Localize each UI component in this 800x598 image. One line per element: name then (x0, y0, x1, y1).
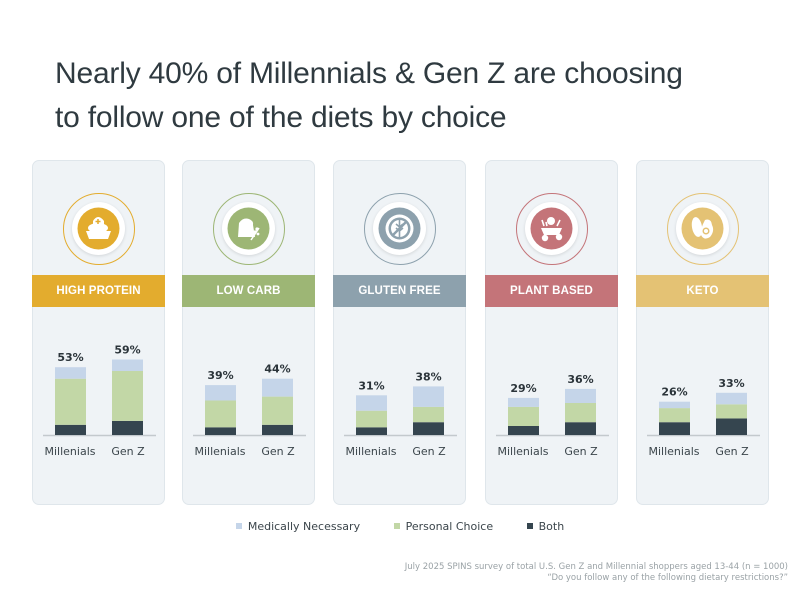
bar-segment-both (112, 420, 143, 435)
diet-label: KETO (636, 275, 769, 307)
legend-swatch (235, 523, 242, 529)
x-tick-label: Millenials (45, 445, 96, 458)
bar-segment-personal-choice (508, 406, 539, 426)
diet-panel-low-carb: LOW CARB 39% Millenials 44% Gen Z (182, 160, 315, 505)
icon-ring (363, 193, 436, 265)
x-tick-label: Millenials (346, 445, 397, 458)
diet-panel-keto: KETO 26% Millenials 33% Gen Z (636, 160, 769, 505)
avocado-egg-icon (681, 207, 723, 250)
bar-segment-both (356, 427, 387, 435)
diet-label: GLUTEN FREE (333, 275, 466, 307)
bar-segment-medically-necessary (205, 385, 236, 401)
bar-segment-personal-choice (716, 404, 747, 419)
no-gluten-icon (378, 207, 420, 250)
bar-segment-personal-choice (112, 371, 143, 421)
icon-ring (62, 193, 135, 265)
diet-panel-gluten-free: GLUTEN FREE 31% Millenials 38% Gen Z (333, 160, 466, 505)
bar-segment-both (716, 418, 747, 435)
title-line-2: to follow one of the diets by choice (55, 101, 507, 134)
bar-segment-medically-necessary (565, 388, 596, 403)
legend-item-medically-necessary: Medically Necessary (235, 520, 361, 533)
stacked-bar-chart: 31% Millenials 38% Gen Z (344, 370, 457, 458)
bar-segment-personal-choice (356, 410, 387, 428)
source-note: July 2025 SPINS survey of total U.S. Gen… (405, 562, 788, 584)
stacked-bar-chart: 26% Millenials 33% Gen Z (647, 377, 760, 458)
legend-label: Medically Necessary (247, 520, 361, 533)
bar-total-label: 36% (567, 373, 593, 386)
stacked-bar-chart: 39% Millenials 44% Gen Z (193, 363, 306, 458)
bar-segment-personal-choice (262, 396, 293, 425)
x-tick-label: Millenials (498, 445, 549, 458)
stacked-bar-chart: 29% Millenials 36% Gen Z (496, 373, 609, 458)
x-tick-label: Gen Z (261, 445, 295, 458)
bar-segment-both (205, 427, 236, 435)
bar-segment-personal-choice (205, 400, 236, 428)
vegetable-cart-icon (530, 207, 572, 250)
icon-ring (666, 193, 739, 265)
diet-label: HIGH PROTEIN (32, 275, 165, 307)
diet-label: PLANT BASED (485, 275, 618, 307)
bar-segment-personal-choice (659, 408, 690, 423)
bar-total-label: 53% (57, 351, 83, 364)
bar-segment-medically-necessary (413, 386, 444, 407)
x-tick-label: Millenials (195, 445, 246, 458)
x-tick-label: Gen Z (111, 445, 145, 458)
x-tick-label: Gen Z (715, 445, 749, 458)
legend-swatch (393, 523, 400, 529)
bar-segment-both (659, 422, 690, 435)
bar-total-label: 33% (718, 377, 744, 390)
bar-segment-both (413, 422, 444, 435)
source-note-line-1: July 2025 SPINS survey of total U.S. Gen… (404, 562, 788, 572)
bar-segment-medically-necessary (508, 397, 539, 407)
diet-panel-plant-based: PLANT BASED 29% Millenials 36% Gen Z (485, 160, 618, 505)
legend-item-both: Both (526, 520, 565, 533)
source-note-line-2: “Do you follow any of the following diet… (547, 573, 788, 583)
bar-segment-medically-necessary (659, 401, 690, 409)
icon-ring (515, 193, 588, 265)
bar-segment-both (508, 426, 539, 435)
title-line-1: Nearly 40% of Millennials & Gen Z are ch… (55, 57, 683, 90)
bar-segment-personal-choice (413, 406, 444, 423)
page-title: Nearly 40% of Millennials & Gen Z are ch… (55, 52, 775, 140)
bar-total-label: 59% (114, 344, 140, 357)
bar-segment-medically-necessary (55, 367, 86, 379)
bar-segment-medically-necessary (112, 359, 143, 371)
stacked-bar-chart: 53% Millenials 59% Gen Z (43, 344, 156, 458)
protein-bowl-icon (77, 207, 119, 250)
bar-segment-both (55, 424, 86, 435)
diet-panel-high-protein: HIGH PROTEIN 53% Millenials 59% Gen Z (32, 160, 165, 505)
chart-legend: Medically Necessary Personal Choice Both (0, 520, 800, 533)
legend-swatch (526, 523, 533, 529)
x-tick-label: Gen Z (564, 445, 598, 458)
diet-label: LOW CARB (182, 275, 315, 307)
flour-sack-wheat-icon (227, 207, 269, 250)
bar-total-label: 44% (264, 363, 290, 376)
bar-total-label: 39% (207, 369, 233, 382)
bar-segment-personal-choice (565, 403, 596, 423)
legend-item-personal-choice: Personal Choice (393, 520, 494, 533)
bar-total-label: 38% (415, 370, 441, 383)
bar-segment-personal-choice (55, 378, 86, 425)
bar-total-label: 29% (510, 382, 536, 395)
icon-ring (212, 193, 285, 265)
bar-segment-both (262, 424, 293, 435)
bar-total-label: 31% (358, 379, 384, 392)
legend-label: Personal Choice (405, 520, 494, 533)
bar-segment-both (565, 422, 596, 435)
bar-segment-medically-necessary (716, 392, 747, 405)
bar-total-label: 26% (661, 386, 687, 399)
bar-segment-medically-necessary (262, 378, 293, 397)
x-tick-label: Millenials (649, 445, 700, 458)
x-tick-label: Gen Z (412, 445, 446, 458)
bar-segment-medically-necessary (356, 395, 387, 411)
legend-label: Both (538, 520, 565, 533)
